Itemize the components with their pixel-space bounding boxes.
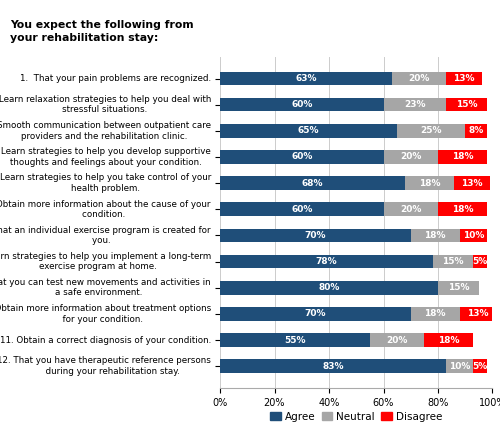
Text: 10%: 10% xyxy=(462,231,484,240)
Bar xyxy=(460,307,495,321)
Text: 63%: 63% xyxy=(295,74,316,83)
Text: 60%: 60% xyxy=(291,205,312,214)
Bar xyxy=(220,333,370,347)
Text: 15%: 15% xyxy=(442,257,464,266)
Text: 5%: 5% xyxy=(472,362,488,371)
Bar xyxy=(392,72,446,85)
Text: 20%: 20% xyxy=(386,336,408,344)
Text: 65%: 65% xyxy=(298,126,320,135)
Bar xyxy=(474,255,487,269)
Bar xyxy=(465,124,487,138)
Bar xyxy=(220,228,411,242)
Bar xyxy=(384,202,438,216)
Text: 15%: 15% xyxy=(448,283,469,292)
Text: 18%: 18% xyxy=(452,153,473,161)
Bar xyxy=(438,150,487,164)
Text: 83%: 83% xyxy=(322,362,344,371)
Bar xyxy=(446,359,473,373)
Bar xyxy=(460,228,487,242)
Bar xyxy=(474,359,487,373)
Text: your rehabilitation stay:: your rehabilitation stay: xyxy=(10,33,158,43)
Text: 18%: 18% xyxy=(419,179,440,187)
Text: 55%: 55% xyxy=(284,336,306,344)
Text: 60%: 60% xyxy=(291,153,312,161)
Bar xyxy=(384,150,438,164)
Bar xyxy=(411,307,460,321)
Bar xyxy=(370,333,424,347)
Bar xyxy=(220,72,392,85)
Text: 13%: 13% xyxy=(462,179,483,187)
Bar xyxy=(220,98,384,112)
Bar xyxy=(220,255,432,269)
Text: 10%: 10% xyxy=(449,362,470,371)
Bar xyxy=(438,281,479,295)
Text: 15%: 15% xyxy=(456,100,477,109)
Legend: Agree, Neutral, Disagree: Agree, Neutral, Disagree xyxy=(266,408,446,426)
Text: 5%: 5% xyxy=(472,257,488,266)
Text: 18%: 18% xyxy=(424,231,446,240)
Text: 78%: 78% xyxy=(316,257,337,266)
Bar xyxy=(411,228,460,242)
Text: 13%: 13% xyxy=(453,74,474,83)
Bar xyxy=(220,176,406,190)
Text: 18%: 18% xyxy=(438,336,460,344)
Bar xyxy=(220,359,446,373)
Bar xyxy=(384,98,446,112)
Text: 20%: 20% xyxy=(408,74,430,83)
Text: 20%: 20% xyxy=(400,153,421,161)
Bar xyxy=(220,150,384,164)
Bar xyxy=(438,202,487,216)
Text: 25%: 25% xyxy=(420,126,442,135)
Bar xyxy=(220,281,438,295)
Bar xyxy=(220,202,384,216)
Bar xyxy=(220,124,397,138)
Text: 68%: 68% xyxy=(302,179,324,187)
Bar xyxy=(454,176,490,190)
Bar xyxy=(432,255,474,269)
Text: 18%: 18% xyxy=(424,310,446,318)
Bar xyxy=(446,72,482,85)
Text: 18%: 18% xyxy=(452,205,473,214)
Bar xyxy=(397,124,465,138)
Bar xyxy=(220,307,411,321)
Text: 70%: 70% xyxy=(304,310,326,318)
Text: 23%: 23% xyxy=(404,100,425,109)
Text: 60%: 60% xyxy=(291,100,312,109)
Text: 70%: 70% xyxy=(304,231,326,240)
Bar xyxy=(446,98,487,112)
Text: 8%: 8% xyxy=(468,126,484,135)
Text: 80%: 80% xyxy=(318,283,340,292)
Bar xyxy=(424,333,474,347)
Text: 13%: 13% xyxy=(467,310,488,318)
Bar xyxy=(406,176,454,190)
Text: You expect the following from: You expect the following from xyxy=(10,20,194,30)
Text: 20%: 20% xyxy=(400,205,421,214)
